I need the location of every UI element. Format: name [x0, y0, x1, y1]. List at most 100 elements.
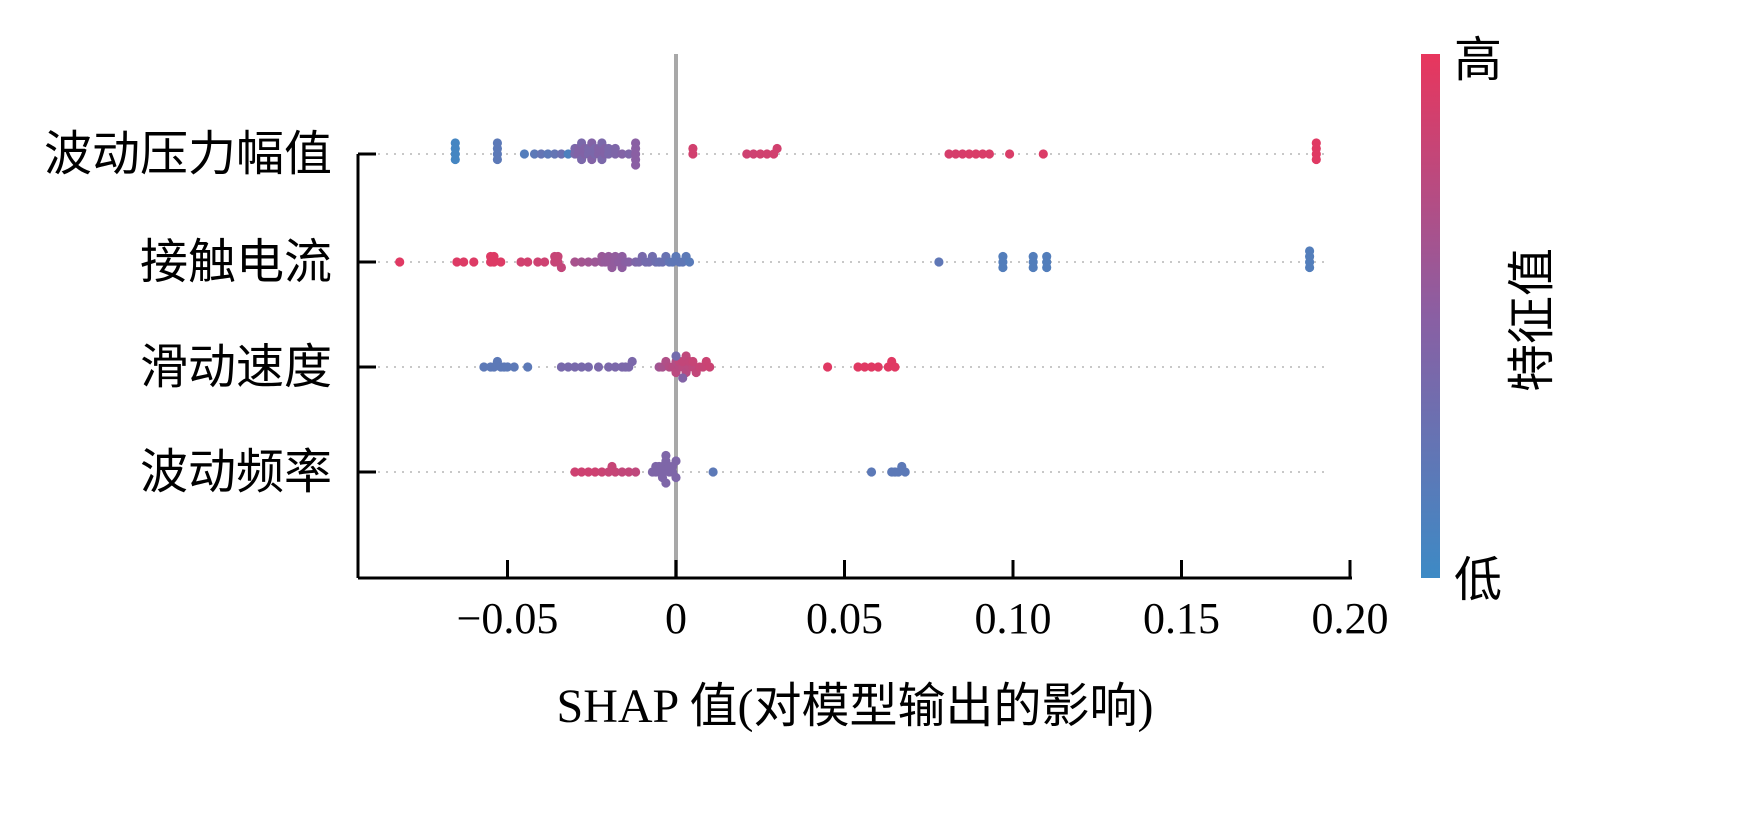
colorbar-low-label: 低 — [1454, 554, 1502, 607]
shap-point — [748, 149, 759, 159]
colorbar-high-label: 高 — [1454, 34, 1502, 87]
shap-point — [617, 149, 627, 159]
shap-point — [590, 257, 600, 267]
shap-point — [671, 351, 681, 361]
shap-point — [890, 362, 900, 372]
shap-point — [479, 362, 489, 372]
shap-point — [624, 257, 634, 267]
shap-point — [631, 467, 641, 477]
shap-point — [984, 149, 995, 159]
shap-point — [671, 472, 681, 483]
shap-point — [1028, 262, 1038, 273]
shap-point — [661, 450, 671, 461]
shap-point — [583, 257, 594, 267]
shap-point — [523, 362, 533, 372]
shap-point — [489, 251, 499, 262]
shap-point — [583, 467, 594, 477]
shap-point — [570, 362, 580, 372]
shap-point — [624, 467, 634, 477]
shap-point — [978, 149, 988, 159]
shap-point — [823, 362, 833, 372]
shap-point — [624, 149, 634, 159]
shap-point — [556, 362, 567, 372]
shap-point — [998, 251, 1008, 262]
shap-point — [590, 467, 600, 477]
shap-point — [519, 149, 530, 159]
shap-point — [661, 478, 671, 488]
colorbar — [1421, 54, 1440, 578]
shap-point — [492, 138, 502, 148]
shap-point — [1305, 246, 1315, 256]
shap-point — [577, 467, 587, 477]
shap-point — [631, 160, 641, 170]
x-axis-title: SHAP 值(对模型输出的影响) — [557, 680, 1154, 733]
shap-point — [627, 356, 637, 367]
shap-point — [593, 362, 604, 372]
shap-point — [631, 138, 641, 148]
shap-point — [684, 257, 695, 267]
shap-point — [1042, 262, 1052, 273]
shap-point — [563, 362, 573, 372]
shap-point — [1028, 251, 1038, 262]
feature-label: 接触电流 — [140, 236, 332, 289]
shap-point — [604, 362, 614, 372]
shap-point — [762, 149, 772, 159]
shap-point — [523, 257, 533, 267]
shap-point — [577, 362, 587, 372]
shap-point — [944, 149, 954, 159]
shap-point — [998, 262, 1008, 273]
feature-label: 波动压力幅值 — [44, 128, 332, 181]
shap-point — [553, 251, 563, 262]
shap-point — [860, 362, 870, 372]
x-tick-label: 0.10 — [975, 594, 1052, 643]
shap-point — [964, 149, 974, 159]
feature-label: 滑动速度 — [140, 341, 332, 394]
shap-point — [1038, 149, 1048, 159]
shap-point — [671, 456, 681, 466]
shap-point — [1305, 262, 1315, 273]
shap-point — [1005, 149, 1015, 159]
shap-point — [502, 362, 513, 372]
shap-point — [951, 149, 961, 159]
shap-point — [772, 143, 782, 154]
shap-point — [469, 257, 479, 267]
shap-point — [617, 467, 627, 477]
shap-point — [610, 143, 620, 154]
shap-point — [934, 257, 944, 267]
shap-point — [742, 149, 752, 159]
shap-point — [550, 149, 560, 159]
shap-point — [533, 257, 543, 267]
shap-point — [1042, 251, 1052, 262]
shap-point — [459, 257, 469, 267]
shap-point — [516, 257, 526, 267]
shap-point — [536, 149, 546, 159]
shap-point — [678, 373, 688, 383]
shap-point — [529, 149, 540, 159]
shap-point — [540, 257, 550, 267]
shap-point — [610, 467, 620, 477]
shap-point — [866, 362, 877, 372]
shap-point — [971, 149, 981, 159]
x-tick-label: 0.05 — [806, 594, 883, 643]
shap-point — [450, 154, 460, 165]
x-tick-label: 0 — [665, 594, 687, 643]
shap-point — [688, 143, 698, 154]
shap-point — [570, 257, 580, 267]
shap-point — [708, 467, 718, 477]
shap-point — [688, 356, 698, 367]
shap-point — [604, 143, 614, 154]
feature-label: 波动频率 — [140, 446, 332, 499]
shap-point — [957, 149, 968, 159]
shap-point — [577, 257, 587, 267]
shap-point — [450, 138, 460, 148]
shap-point — [604, 251, 614, 262]
shap-point — [1311, 138, 1321, 148]
feature-guide-lines — [378, 153, 1330, 473]
x-tick-label: 0.20 — [1312, 594, 1389, 643]
shap-point — [853, 362, 863, 372]
shap-point — [570, 467, 580, 477]
shap-point — [452, 257, 462, 267]
x-tick-label: −0.05 — [457, 594, 559, 643]
shap-point — [395, 257, 405, 267]
